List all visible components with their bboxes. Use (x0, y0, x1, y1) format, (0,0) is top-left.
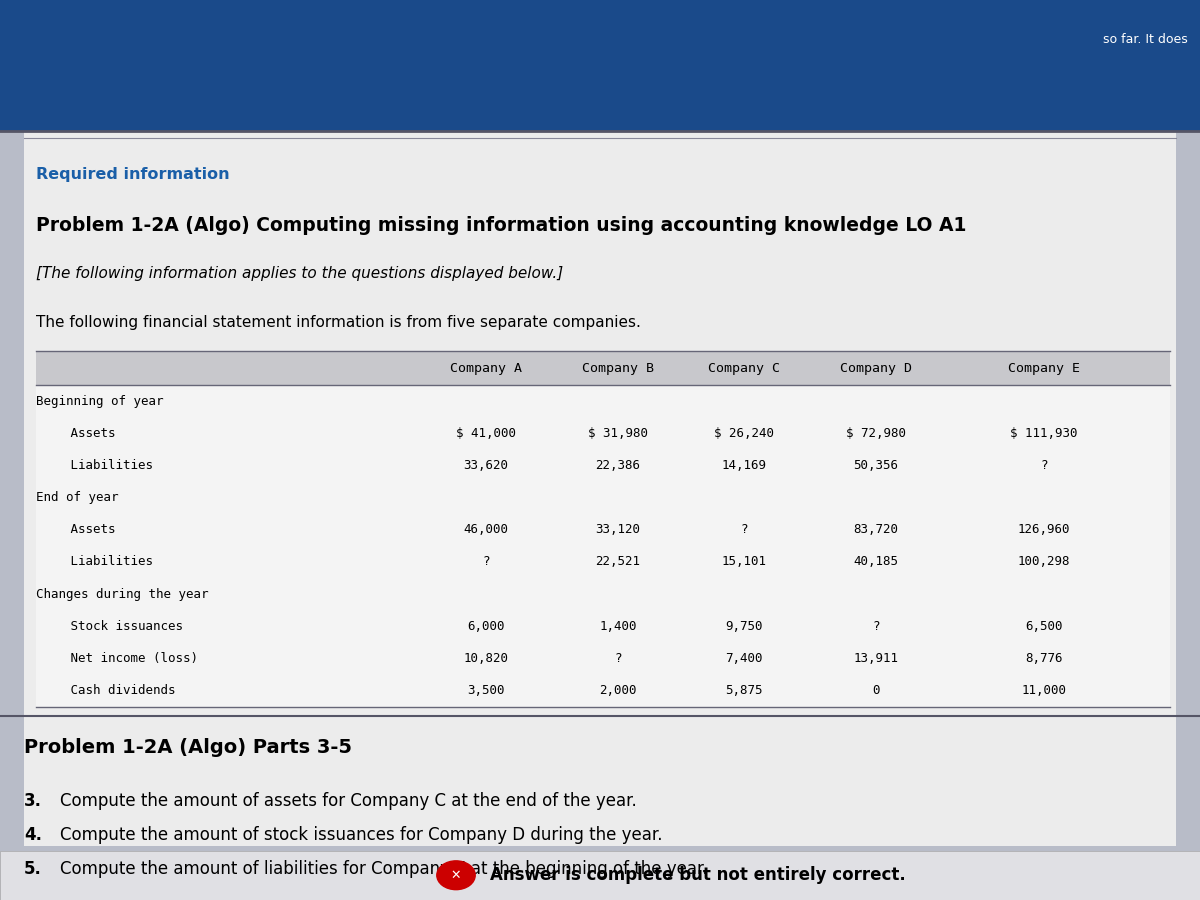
Text: $ 72,980: $ 72,980 (846, 427, 906, 440)
Text: 22,386: 22,386 (595, 459, 641, 472)
FancyBboxPatch shape (0, 0, 1200, 130)
Circle shape (437, 860, 475, 889)
Text: $ 31,980: $ 31,980 (588, 427, 648, 440)
Text: Required information: Required information (36, 166, 229, 182)
Text: ?: ? (1040, 459, 1048, 472)
Text: Assets: Assets (48, 523, 115, 536)
Text: 46,000: 46,000 (463, 523, 509, 536)
Text: 33,120: 33,120 (595, 523, 641, 536)
Text: ?: ? (740, 523, 748, 536)
Text: Company B: Company B (582, 362, 654, 374)
Text: so far. It does: so far. It does (1103, 32, 1188, 46)
Text: Company D: Company D (840, 362, 912, 374)
FancyBboxPatch shape (0, 850, 1200, 900)
Text: 14,169: 14,169 (721, 459, 767, 472)
Text: 5.: 5. (24, 860, 42, 878)
Text: Cash dividends: Cash dividends (48, 684, 175, 697)
Text: 100,298: 100,298 (1018, 555, 1070, 569)
Text: 13,911: 13,911 (853, 652, 899, 665)
Text: $ 41,000: $ 41,000 (456, 427, 516, 440)
FancyBboxPatch shape (36, 351, 1170, 706)
Text: 15,101: 15,101 (721, 555, 767, 569)
Text: 7,400: 7,400 (725, 652, 763, 665)
Text: 2,000: 2,000 (599, 684, 637, 697)
Text: Liabilities: Liabilities (48, 459, 154, 472)
Text: ?: ? (614, 652, 622, 665)
Text: 83,720: 83,720 (853, 523, 899, 536)
Text: $ 26,240: $ 26,240 (714, 427, 774, 440)
Text: 8,776: 8,776 (1025, 652, 1063, 665)
Text: 0: 0 (872, 684, 880, 697)
Text: The following financial statement information is from five separate companies.: The following financial statement inform… (36, 315, 641, 330)
Text: $ 111,930: $ 111,930 (1010, 427, 1078, 440)
Text: Changes during the year: Changes during the year (36, 588, 209, 600)
Text: End of year: End of year (36, 491, 119, 504)
FancyBboxPatch shape (36, 351, 1170, 385)
Text: 9,750: 9,750 (725, 620, 763, 633)
Text: 6,500: 6,500 (1025, 620, 1063, 633)
Text: 10,820: 10,820 (463, 652, 509, 665)
Text: 11,000: 11,000 (1021, 684, 1067, 697)
Text: ?: ? (482, 555, 490, 569)
Text: Company A: Company A (450, 362, 522, 374)
Text: Stock issuances: Stock issuances (48, 620, 182, 633)
Text: Company E: Company E (1008, 362, 1080, 374)
Text: Assets: Assets (48, 427, 115, 440)
Text: 4.: 4. (24, 826, 42, 844)
Text: ✕: ✕ (451, 868, 461, 882)
Text: 126,960: 126,960 (1018, 523, 1070, 536)
FancyBboxPatch shape (24, 130, 1176, 846)
Text: 22,521: 22,521 (595, 555, 641, 569)
Text: 50,356: 50,356 (853, 459, 899, 472)
Text: Problem 1-2A (Algo) Parts 3-5: Problem 1-2A (Algo) Parts 3-5 (24, 738, 352, 757)
Text: Liabilities: Liabilities (48, 555, 154, 569)
Text: 40,185: 40,185 (853, 555, 899, 569)
Text: 5,875: 5,875 (725, 684, 763, 697)
Text: [The following information applies to the questions displayed below.]: [The following information applies to th… (36, 266, 563, 281)
Text: Company C: Company C (708, 362, 780, 374)
Text: ?: ? (872, 620, 880, 633)
Text: Compute the amount of liabilities for Company E at the beginning of the year.: Compute the amount of liabilities for Co… (60, 860, 708, 878)
Text: 3.: 3. (24, 792, 42, 810)
Text: Problem 1-2A (Algo) Computing missing information using accounting knowledge LO : Problem 1-2A (Algo) Computing missing in… (36, 216, 966, 235)
Text: Compute the amount of stock issuances for Company D during the year.: Compute the amount of stock issuances fo… (60, 826, 662, 844)
Text: Answer is complete but not entirely correct.: Answer is complete but not entirely corr… (490, 866, 905, 884)
Text: 6,000: 6,000 (467, 620, 505, 633)
Text: Net income (loss): Net income (loss) (48, 652, 198, 665)
Text: Beginning of year: Beginning of year (36, 395, 163, 408)
Text: 3,500: 3,500 (467, 684, 505, 697)
Text: Compute the amount of assets for Company C at the end of the year.: Compute the amount of assets for Company… (60, 792, 637, 810)
Text: 33,620: 33,620 (463, 459, 509, 472)
Text: 1,400: 1,400 (599, 620, 637, 633)
